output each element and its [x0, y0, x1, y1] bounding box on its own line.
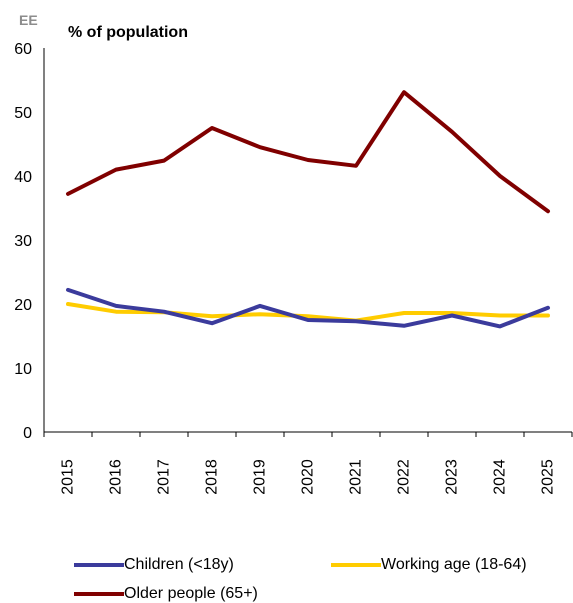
legend-label-older-people: Older people (65+) — [124, 585, 258, 602]
axes — [43, 48, 573, 437]
legend-swatch-older-people — [74, 592, 124, 596]
y-tick-label: 10 — [14, 361, 32, 378]
x-tick-label: 2020 — [300, 459, 317, 495]
legend-label-children: Children (<18y) — [124, 556, 234, 573]
x-tick-label: 2022 — [396, 459, 413, 495]
y-tick-label: 20 — [14, 297, 32, 314]
series-line-older-people — [66, 90, 550, 214]
y-tick-label: 50 — [14, 105, 32, 122]
x-tick-label: 2015 — [60, 459, 77, 495]
legend-item-older-people: Older people (65+) — [74, 585, 258, 603]
y-tick-label: 60 — [14, 41, 32, 58]
x-tick-label: 2021 — [348, 459, 365, 495]
series-lines — [66, 90, 550, 329]
legend-label-working-age: Working age (18-64) — [381, 556, 527, 573]
country-code-label: EE — [19, 12, 38, 28]
x-tick-label: 2024 — [492, 459, 509, 495]
x-tick-label: 2017 — [156, 459, 173, 495]
y-tick-label: 30 — [14, 233, 32, 250]
y-tick-label: 0 — [23, 425, 32, 442]
legend-swatch-working-age — [331, 563, 381, 567]
y-tick-label: 40 — [14, 169, 32, 186]
series-line-working-age — [66, 302, 550, 323]
tick-labels: 0 10 20 30 40 50 60 2015 2016 2017 2018 2019 2020 202… — [14, 41, 556, 495]
legend-item-children: Children (<18y) — [74, 556, 234, 574]
y-axis-title: % of population — [68, 24, 188, 41]
x-tick-label: 2016 — [108, 459, 125, 495]
x-tick-label: 2025 — [540, 459, 557, 495]
legend-swatch-children — [74, 563, 124, 567]
x-tick-label: 2019 — [252, 459, 269, 495]
x-tick-label: 2018 — [204, 459, 221, 495]
x-tick-label: 2023 — [444, 459, 461, 495]
series-line-children — [66, 287, 550, 329]
legend-item-working-age: Working age (18-64) — [331, 556, 527, 574]
